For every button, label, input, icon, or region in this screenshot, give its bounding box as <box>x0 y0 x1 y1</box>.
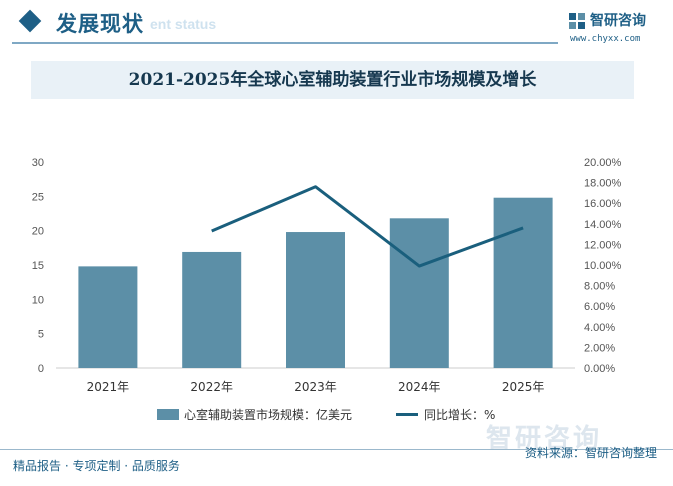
header-title: 发展现状 <box>56 11 144 36</box>
right-tick-label: 12.00% <box>584 239 622 251</box>
line-series <box>211 185 524 268</box>
brand-url: www.chyxx.com <box>570 34 641 44</box>
right-tick-label: 0.00% <box>584 363 615 375</box>
right-tick-label: 4.00% <box>584 322 615 334</box>
legend-line-label: 同比增长：% <box>424 408 495 422</box>
bar <box>286 232 345 368</box>
category-label: 2025年 <box>502 380 545 394</box>
brand-name: 智研咨询 <box>590 13 646 29</box>
category-label: 2024年 <box>398 380 441 394</box>
header-subtitle: ent status <box>150 16 217 32</box>
right-tick-label: 16.00% <box>584 198 622 210</box>
left-tick-label: 5 <box>38 329 44 341</box>
growth-line <box>211 185 524 268</box>
right-tick-label: 14.00% <box>584 219 622 231</box>
legend: 心室辅助装置市场规模：亿美元 同比增长：% <box>157 407 495 422</box>
left-tick-label: 15 <box>32 260 44 272</box>
right-tick-label: 8.00% <box>584 281 615 293</box>
bar <box>389 218 449 368</box>
bar-series <box>78 197 553 368</box>
left-tick-label: 25 <box>32 191 44 203</box>
right-axis: 0.00% 2.00% 4.00% 6.00% 8.00% 10.00% 12.00% 14.… <box>584 157 622 375</box>
header: ent status 发展现状 智研咨询 www.chyxx.com <box>0 0 673 52</box>
chart-title: 2021-2025年全球心室辅助装置行业市场规模及增长 <box>128 70 537 90</box>
bar <box>182 251 242 368</box>
chart-title-bar: 2021-2025年全球心室辅助装置行业市场规模及增长 <box>31 61 634 99</box>
right-tick-label: 10.00% <box>584 260 622 272</box>
brand-logo-icon <box>569 13 585 29</box>
bar <box>493 197 553 368</box>
left-tick-label: 20 <box>32 226 44 238</box>
left-tick-label: 30 <box>32 157 44 169</box>
legend-bar-label: 心室辅助装置市场规模：亿美元 <box>184 407 352 422</box>
header-divider <box>12 42 558 44</box>
bar <box>78 266 138 368</box>
legend-bar-swatch <box>157 409 179 420</box>
right-tick-label: 6.00% <box>584 301 615 313</box>
right-tick-label: 20.00% <box>584 157 622 169</box>
left-tick-label: 0 <box>38 363 44 375</box>
category-label: 2022年 <box>190 380 233 394</box>
x-axis-labels: 2021年 2022年 2023年 2024年 2025年 <box>87 380 545 394</box>
footer-source: 资料来源：智研咨询整理 <box>524 446 657 460</box>
right-tick-label: 18.00% <box>584 178 622 190</box>
left-tick-label: 10 <box>32 294 44 306</box>
footer-divider <box>0 449 673 450</box>
left-axis: 0 5 10 15 20 25 30 <box>32 157 44 375</box>
combo-chart: 0 5 10 15 20 25 30 0.00% 2.00% 4.00% 6.00% 8.00% 10… <box>32 157 622 422</box>
footer-tagline: 精品报告 · 专项定制 · 品质服务 <box>13 459 180 473</box>
category-label: 2021年 <box>87 380 130 394</box>
right-tick-label: 2.00% <box>584 342 615 354</box>
category-label: 2023年 <box>294 380 337 394</box>
